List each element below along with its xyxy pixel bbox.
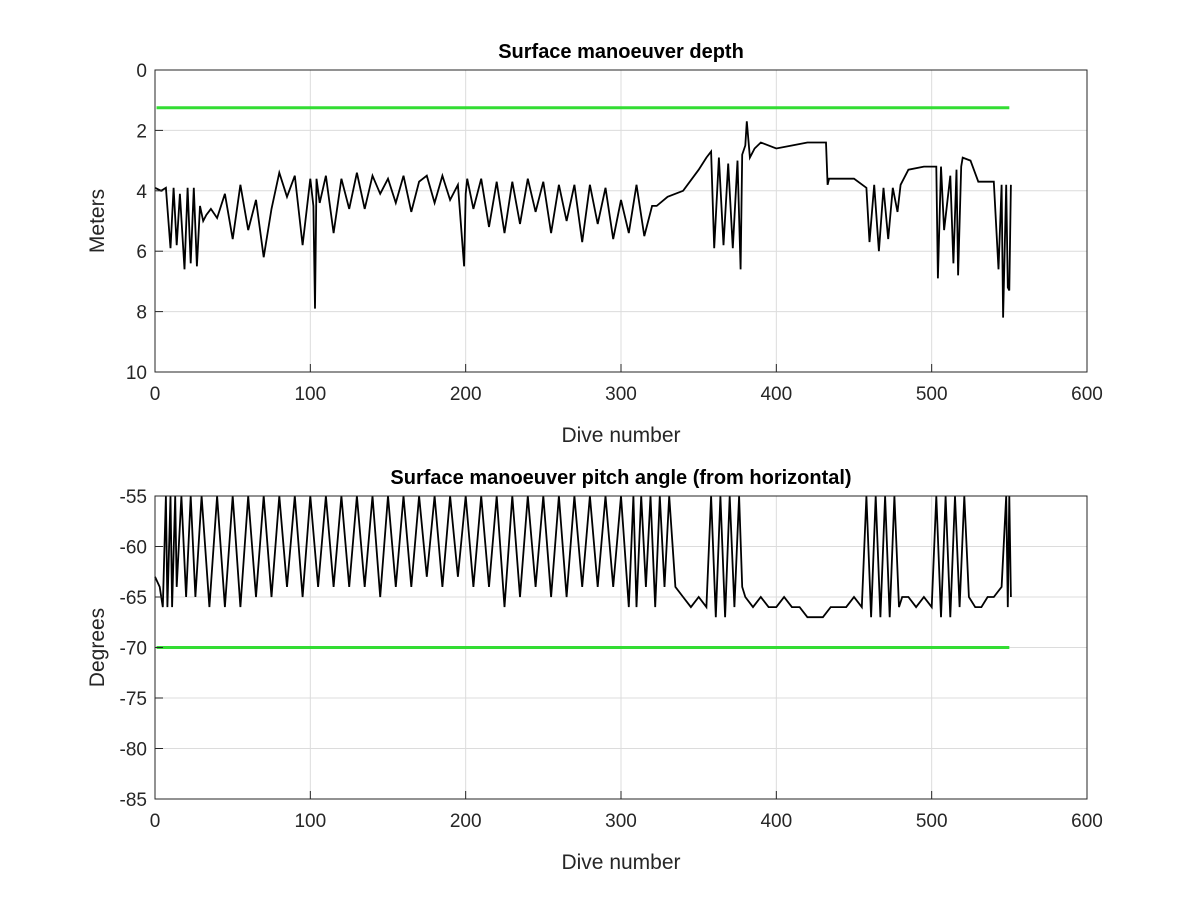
pitch-x-axis-label: Dive number bbox=[561, 851, 680, 874]
x-tick-label: 100 bbox=[294, 811, 326, 832]
y-tick-label: -75 bbox=[120, 689, 147, 710]
depth-y-axis-label: Meters bbox=[86, 189, 109, 253]
x-tick-label: 300 bbox=[605, 384, 637, 405]
x-tick-label: 600 bbox=[1071, 811, 1103, 832]
x-tick-label: 300 bbox=[605, 811, 637, 832]
pitch-series bbox=[154, 495, 1012, 619]
x-tick-label: 200 bbox=[450, 811, 482, 832]
pitch-chart: 0 100 200 300 400 500 600 -55 -60 -65 -70 -75 -80 -8… bbox=[86, 467, 1103, 874]
y-tick-label: 6 bbox=[136, 242, 147, 263]
y-tick-label: 4 bbox=[136, 182, 147, 203]
x-tick-label: 400 bbox=[760, 811, 792, 832]
depth-x-axis-label: Dive number bbox=[561, 424, 680, 447]
pitch-chart-title: Surface manoeuver pitch angle (from hori… bbox=[390, 467, 851, 489]
y-tick-label: 10 bbox=[126, 363, 147, 384]
x-tick-label: 400 bbox=[760, 384, 792, 405]
y-tick-label: 2 bbox=[136, 121, 147, 142]
x-tick-label: 100 bbox=[294, 384, 326, 405]
pitch-x-ticks: 0 100 200 300 400 500 600 bbox=[150, 791, 1103, 832]
x-tick-label: 0 bbox=[150, 811, 161, 832]
y-tick-label: -55 bbox=[120, 487, 147, 508]
depth-y-ticks: 0 2 4 6 8 10 bbox=[126, 61, 163, 384]
pitch-y-ticks: -55 -60 -65 -70 -75 -80 -85 bbox=[120, 487, 163, 811]
x-tick-label: 200 bbox=[450, 384, 482, 405]
series-line bbox=[154, 121, 1012, 318]
y-tick-label: -85 bbox=[120, 790, 147, 811]
x-tick-label: 0 bbox=[150, 384, 161, 405]
y-tick-label: 0 bbox=[136, 61, 147, 82]
depth-chart: 0 100 200 300 400 500 600 0 2 4 6 8 10 Surface mano… bbox=[86, 41, 1103, 447]
pitch-y-axis-label: Degrees bbox=[86, 608, 109, 687]
y-tick-label: -80 bbox=[120, 740, 147, 761]
y-tick-label: -65 bbox=[120, 588, 147, 609]
depth-series bbox=[154, 121, 1012, 318]
depth-chart-title: Surface manoeuver depth bbox=[498, 41, 744, 63]
x-tick-label: 500 bbox=[916, 384, 948, 405]
y-tick-label: -70 bbox=[120, 639, 147, 660]
depth-x-ticks: 0 100 200 300 400 500 600 bbox=[150, 364, 1103, 405]
series-line bbox=[154, 495, 1012, 619]
x-tick-label: 600 bbox=[1071, 384, 1103, 405]
y-tick-label: -60 bbox=[120, 538, 147, 559]
x-tick-label: 500 bbox=[916, 811, 948, 832]
y-tick-label: 8 bbox=[136, 303, 147, 324]
